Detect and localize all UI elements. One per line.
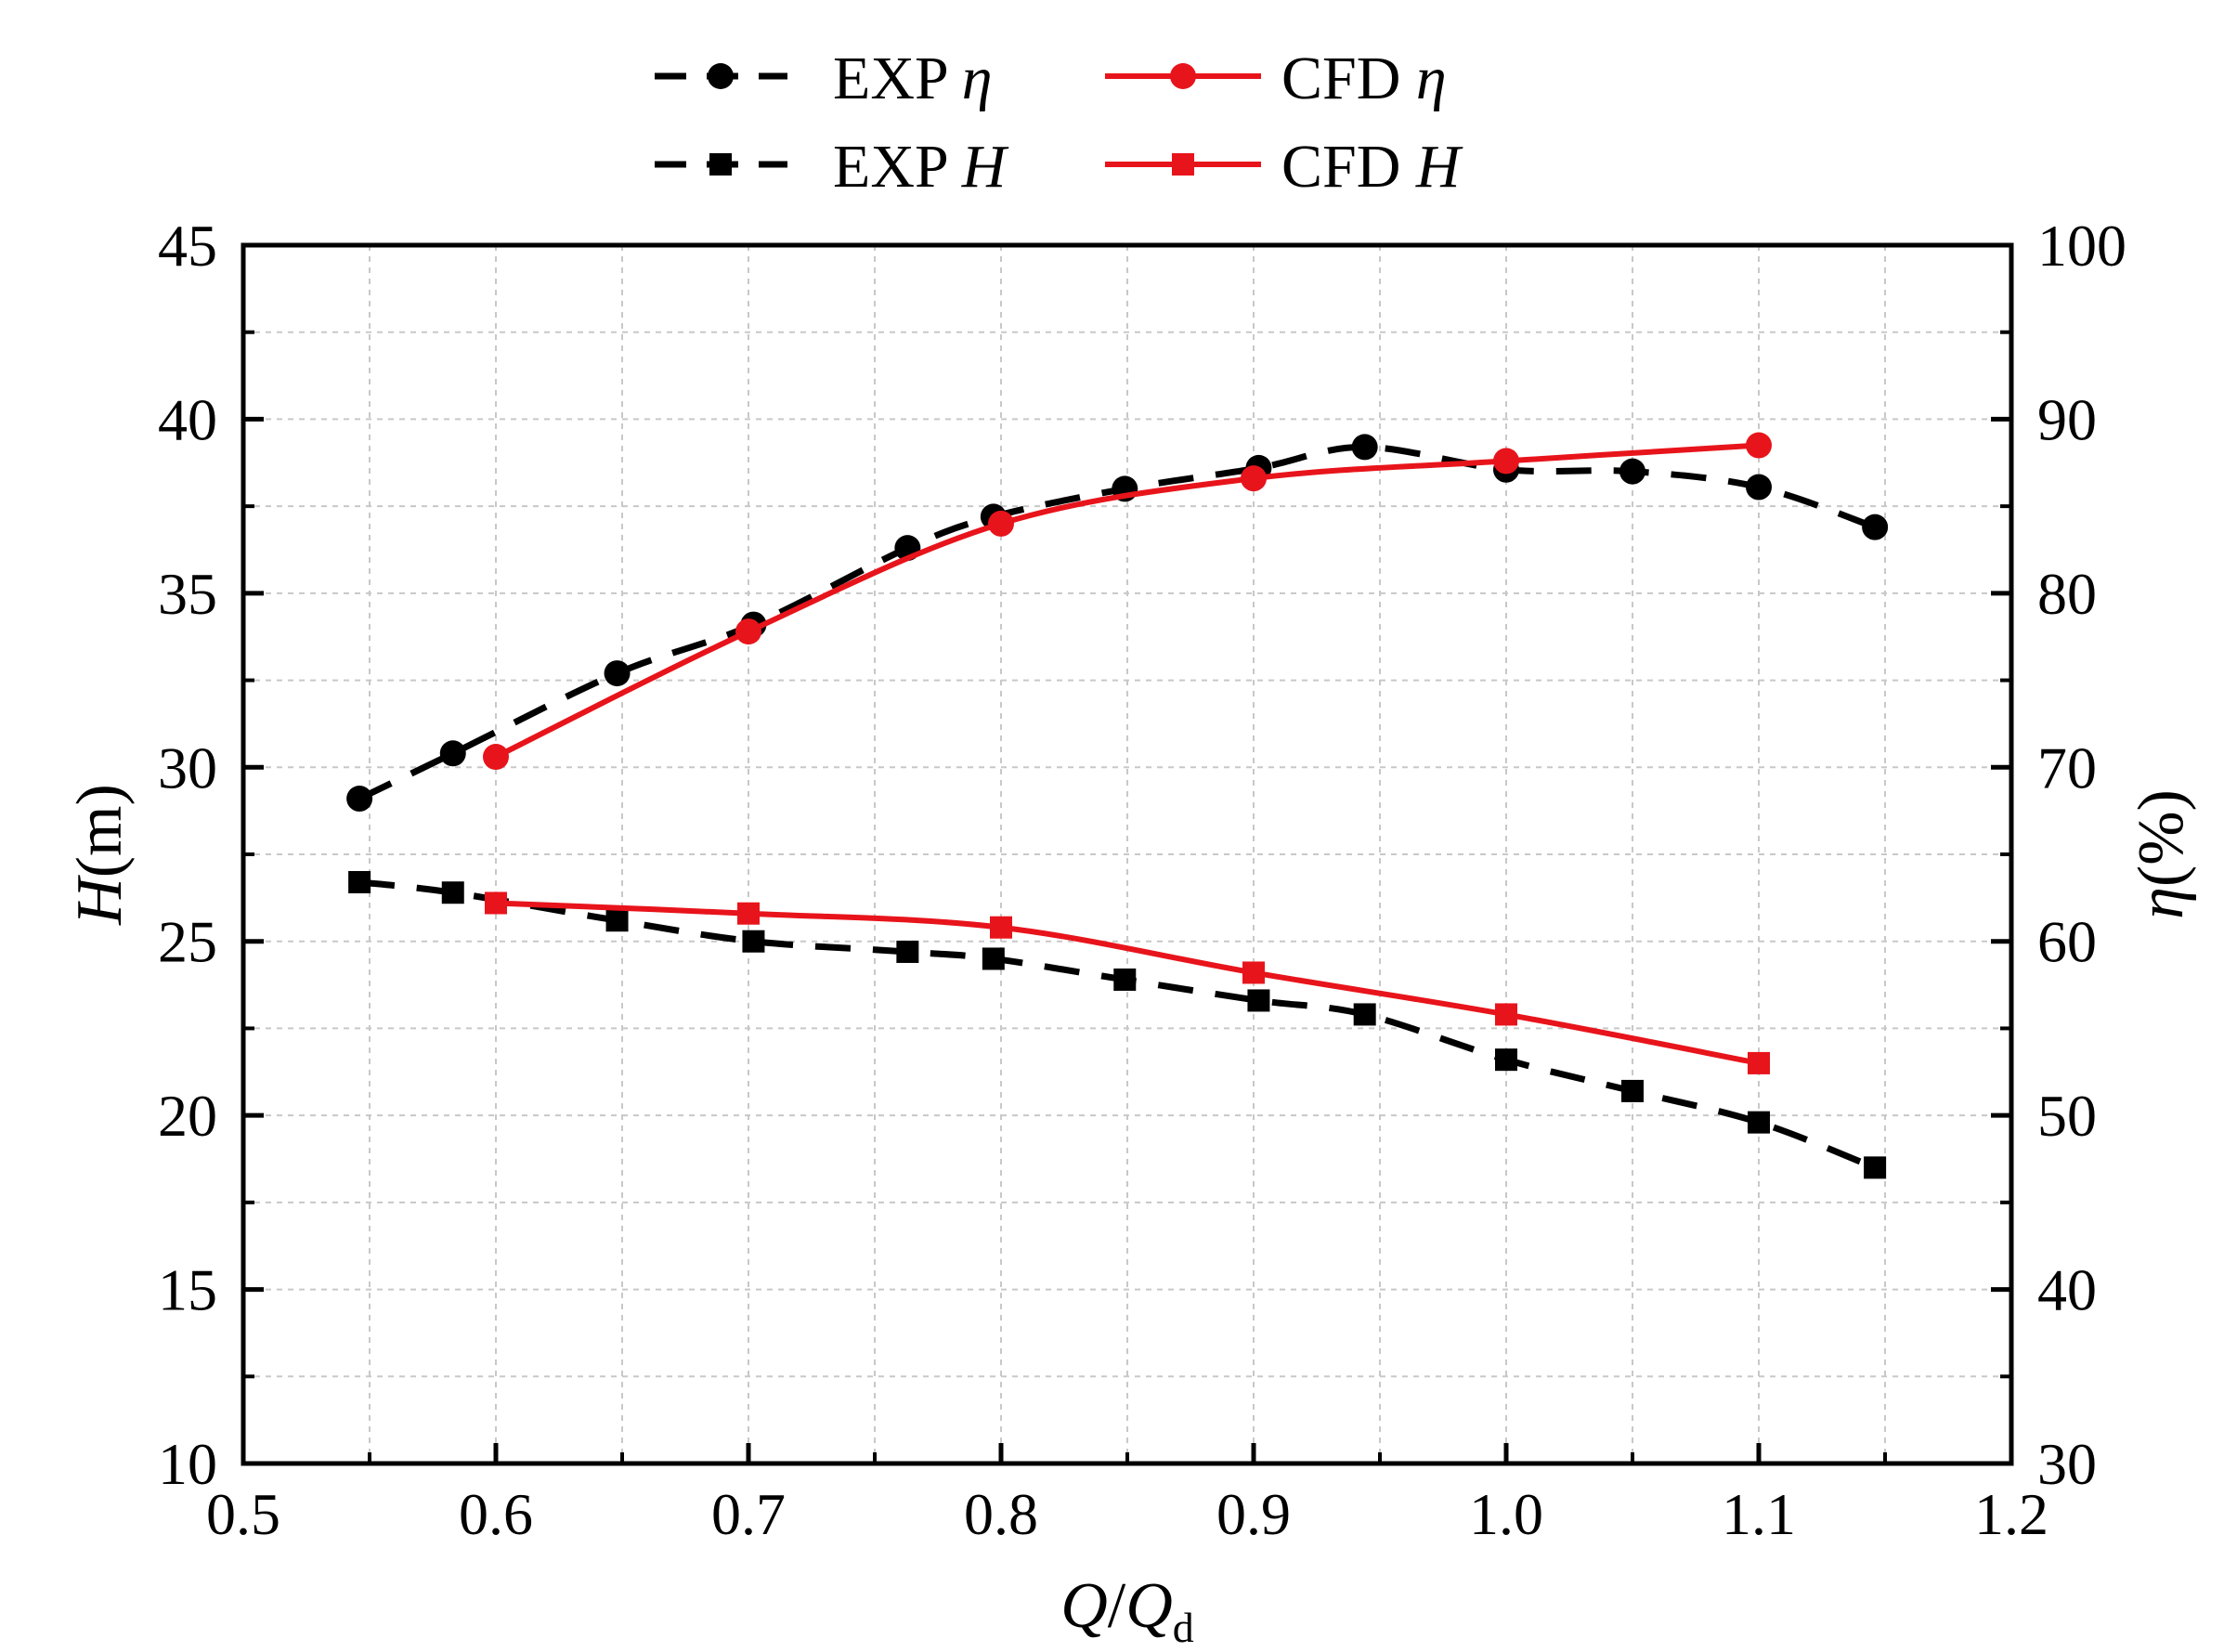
y-tick-label-right: 30 (2037, 1431, 2097, 1497)
series-layer (346, 432, 1889, 1179)
legend-label-exp-h: EXP H (833, 133, 1009, 201)
y-tick-label-left: 25 (158, 909, 217, 975)
data-point-exp-h (1495, 1048, 1517, 1072)
y-tick-label-left: 10 (158, 1431, 217, 1497)
series-line-cfd-eta (494, 442, 1760, 760)
axes-layer: 0.5 0.6 0.7 0.8 0.9 1.0 1.1 1.2 10 15 20 25 30 35 40 45… (158, 213, 2126, 1547)
legend-label-exp-eta: EXP η (833, 45, 993, 112)
y-tick-label-right: 90 (2037, 386, 2097, 452)
y-axis-title-left: H(m) (64, 784, 136, 926)
x-tick-label: 1.0 (1469, 1481, 1543, 1547)
data-point-cfd-h (990, 916, 1012, 939)
data-point-exp-h (1864, 1156, 1887, 1179)
x-tick-label: 0.5 (206, 1481, 280, 1547)
data-point-exp-h (605, 909, 629, 932)
x-tick-label: 0.6 (459, 1481, 533, 1547)
legend-marker-cfd-h (1172, 153, 1194, 176)
legend-entry-exp-h: EXP H (655, 133, 1009, 201)
data-point-exp-h (348, 870, 371, 893)
data-point-exp-h (441, 881, 464, 904)
x-tick-label: 0.9 (1216, 1481, 1291, 1547)
series-line-exp-h (358, 878, 1877, 1171)
series-cfd-h (485, 891, 1770, 1074)
data-point-exp-eta (1619, 458, 1645, 485)
y-tick-label-left: 40 (158, 386, 217, 452)
data-point-exp-eta (604, 660, 631, 687)
x-axis-title: Q/Qd (1060, 1570, 1194, 1651)
legend-label-cfd-eta: CFD η (1281, 45, 1447, 112)
series-exp-h (348, 870, 1887, 1179)
legend-marker-exp-h (709, 153, 732, 176)
data-point-exp-h (1113, 968, 1137, 991)
y-tick-label-left: 30 (158, 735, 217, 800)
data-point-cfd-eta (1493, 448, 1519, 475)
legend-marker-cfd-eta (1170, 63, 1196, 89)
data-point-cfd-h (1495, 1003, 1517, 1026)
data-point-exp-h (982, 947, 1005, 970)
legend: EXP η CFD η EXP H CFD H (655, 45, 1463, 201)
data-point-exp-h (1748, 1111, 1770, 1134)
series-exp-eta (346, 434, 1889, 813)
data-point-exp-eta (1862, 514, 1889, 540)
y-tick-label-right: 40 (2037, 1257, 2097, 1323)
x-tick-label: 1.1 (1722, 1481, 1796, 1547)
series-cfd-eta (483, 432, 1772, 771)
data-point-exp-eta (1351, 434, 1378, 461)
data-point-cfd-h (485, 891, 507, 915)
x-tick-label: 0.8 (964, 1481, 1038, 1547)
y-tick-label-right: 50 (2037, 1083, 2097, 1149)
data-point-cfd-eta (988, 510, 1014, 537)
data-point-cfd-eta (483, 744, 509, 771)
data-point-exp-h (1621, 1079, 1644, 1102)
data-point-exp-eta (346, 786, 373, 813)
data-point-cfd-h (1748, 1051, 1770, 1074)
data-point-exp-h (742, 930, 765, 953)
data-point-cfd-h (1242, 961, 1265, 984)
x-tick-label: 1.2 (1974, 1481, 2048, 1547)
data-point-exp-h (1247, 989, 1270, 1012)
series-line-cfd-h (495, 900, 1760, 1066)
y-tick-label-left: 20 (158, 1083, 217, 1149)
data-point-cfd-eta (735, 618, 761, 645)
legend-entry-cfd-h: CFD H (1105, 133, 1463, 201)
y-tick-label-left: 15 (158, 1257, 217, 1323)
data-point-exp-eta (439, 740, 466, 767)
data-point-cfd-h (737, 902, 760, 925)
data-point-cfd-eta (1241, 465, 1267, 492)
y-tick-label-right: 100 (2037, 213, 2126, 279)
data-point-exp-eta (1746, 474, 1772, 501)
legend-entry-cfd-eta: CFD η (1105, 45, 1447, 112)
y-tick-label-right: 60 (2037, 909, 2097, 975)
x-tick-label: 0.7 (711, 1481, 786, 1547)
y-tick-label-left: 45 (158, 213, 217, 279)
data-point-exp-h (896, 940, 919, 963)
legend-entry-exp-eta: EXP η (655, 45, 993, 112)
y-axis-title-right: η(%) (2126, 789, 2197, 919)
legend-label-cfd-h: CFD H (1281, 133, 1463, 201)
data-point-cfd-eta (1746, 432, 1772, 459)
grid-lines (243, 245, 2011, 1463)
y-tick-label-right: 80 (2037, 561, 2097, 627)
y-tick-label-left: 35 (158, 561, 217, 627)
data-point-exp-h (1353, 1003, 1376, 1026)
y-tick-label-right: 70 (2037, 735, 2097, 800)
legend-marker-exp-eta (708, 63, 734, 89)
